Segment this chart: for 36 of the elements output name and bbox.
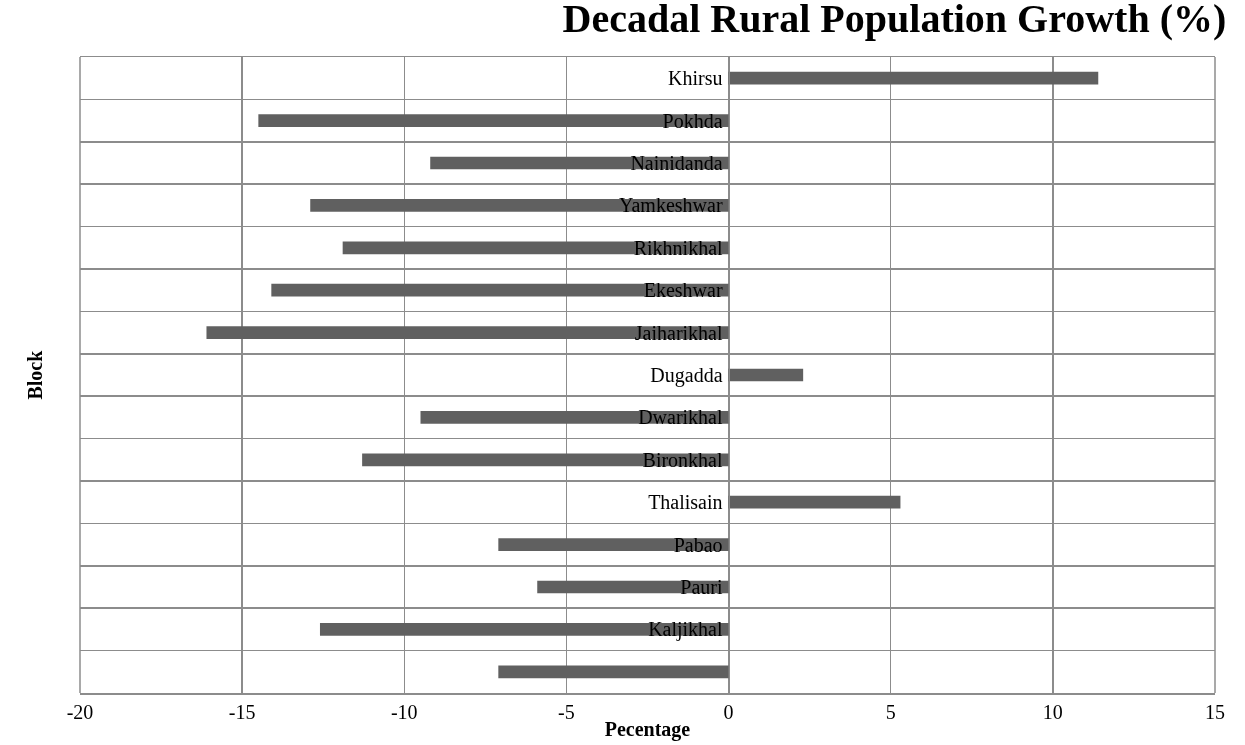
y-tick-label: Yamkeshwar (619, 194, 723, 217)
bar (498, 538, 729, 551)
y-tick-label: Pabao (673, 533, 723, 556)
x-axis-title: Pecentage (604, 717, 691, 741)
y-tick-label: Thalisain (648, 491, 723, 514)
bar (206, 326, 729, 339)
x-tick-label: -10 (390, 700, 418, 723)
y-tick-label: Kaljikhal (648, 618, 723, 642)
chart-title: Decadal Rural Population Growth (%) (562, 0, 1227, 41)
x-tick-label: 0 (723, 700, 734, 723)
y-tick-label: Bironkhal (642, 448, 724, 471)
bar (362, 453, 729, 467)
bar (342, 241, 729, 255)
y-tick-label: Dugadda (650, 364, 723, 387)
bar (498, 665, 729, 679)
x-tick-label: -20 (66, 700, 94, 723)
x-tick-label: -5 (558, 700, 575, 723)
y-tick-label: Khirsu (668, 67, 723, 90)
x-tick-label: -15 (228, 700, 256, 723)
bar (310, 199, 729, 212)
y-tick-label: Nainidanda (630, 152, 723, 174)
bar (728, 495, 901, 509)
y-tick-label: Rikhnikhal (633, 236, 724, 259)
x-tick-label: 5 (885, 700, 896, 723)
x-tick-label: 10 (1042, 700, 1063, 723)
x-tick-label: 15 (1205, 700, 1225, 723)
y-tick-label: Pauri (680, 576, 724, 598)
y-tick-label: Jaiharikhal (634, 321, 724, 344)
y-tick-label: Ekeshwar (643, 279, 723, 302)
y-tick-label: Pokhda (662, 109, 723, 132)
y-tick-label: Dwarikhal (638, 406, 724, 429)
bar (728, 368, 804, 382)
bar (271, 283, 729, 297)
y-axis-title: Block (23, 349, 46, 400)
bar (258, 114, 729, 127)
bar (728, 71, 1099, 85)
